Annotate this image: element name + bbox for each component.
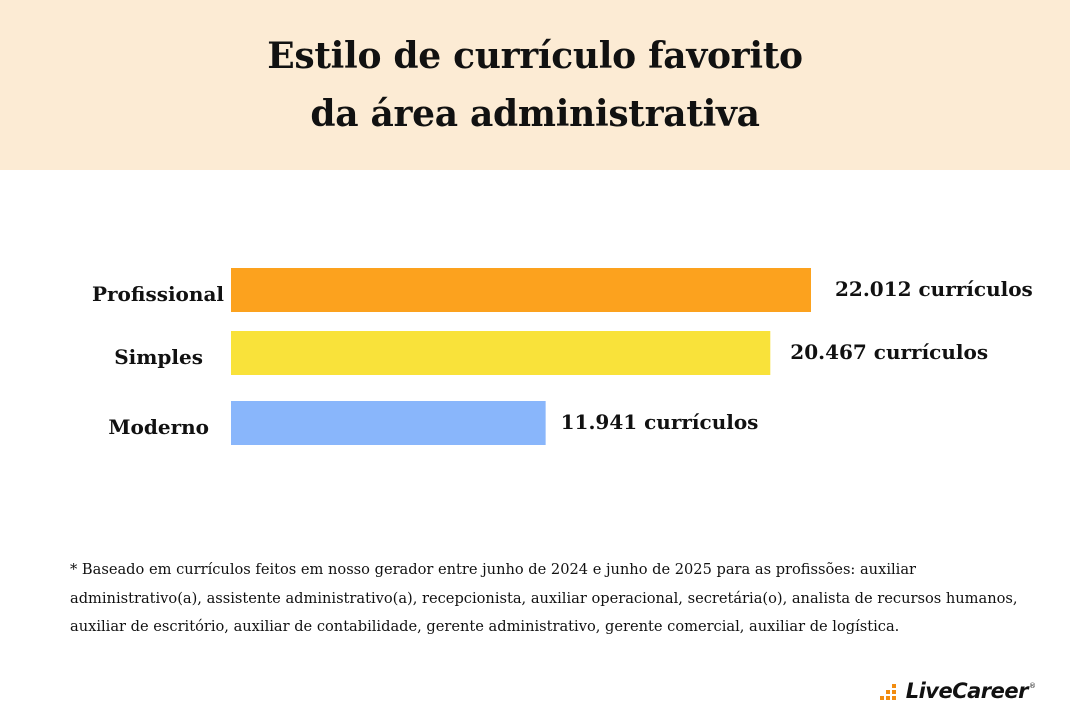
bar-simples: [231, 331, 770, 375]
brand-logo: LiveCareer ®: [880, 676, 1036, 706]
category-label-simples: Simples: [114, 345, 203, 369]
footnote: * Baseado em currículos feitos em nosso …: [70, 556, 1030, 642]
brand-name: LiveCareer: [906, 679, 1028, 703]
value-label-profissional: 22.012 currículos: [835, 277, 1033, 301]
category-label-moderno: Moderno: [108, 415, 209, 439]
category-label-profissional: Profissional: [92, 282, 224, 306]
value-label-simples: 20.467 currículos: [790, 340, 988, 364]
registered-mark: ®: [1029, 682, 1036, 690]
livecareer-logo-mark-icon: [880, 682, 902, 700]
bar-profissional: [231, 268, 811, 312]
value-label-moderno: 11.941 currículos: [561, 410, 759, 434]
bar-moderno: [231, 401, 546, 445]
